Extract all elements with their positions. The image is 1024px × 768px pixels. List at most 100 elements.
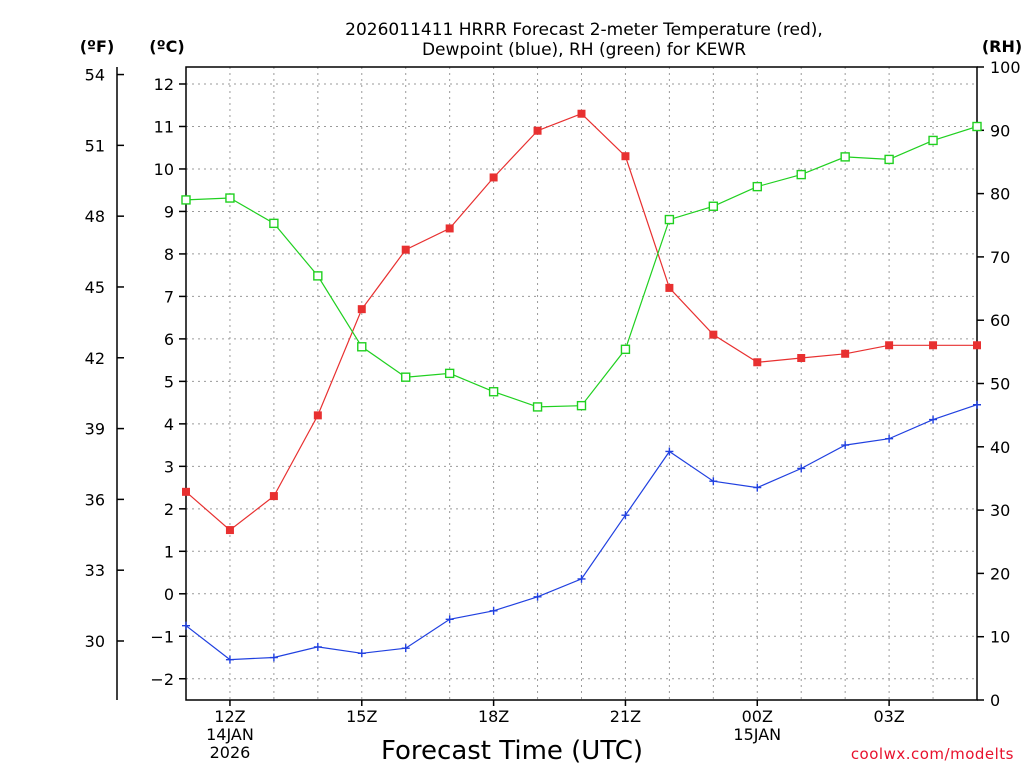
rh-point xyxy=(664,214,675,225)
temperature-point xyxy=(973,341,981,350)
rh-point xyxy=(884,154,894,165)
chart-title-line2: Dewpoint (blue), RH (green) for KEWR xyxy=(422,40,746,60)
rh-point xyxy=(752,181,762,192)
temperature-point xyxy=(929,341,938,350)
celsius-tick-label: 0 xyxy=(164,585,174,604)
credit-label: coolwx.com/modelts xyxy=(851,745,1014,763)
celsius-tick-label: −1 xyxy=(150,627,174,646)
rh-point xyxy=(269,218,279,229)
temperature-point xyxy=(269,492,278,501)
temperature-point xyxy=(489,173,498,182)
celsius-unit-label: (ºC) xyxy=(149,37,184,56)
dewpoint-point xyxy=(929,415,938,424)
celsius-tick-label: −2 xyxy=(150,670,174,689)
x-axis-label: Forecast Time (UTC) xyxy=(381,736,643,766)
dewpoint-point xyxy=(445,615,454,624)
rh-unit-label: (RH) xyxy=(982,37,1022,56)
fahrenheit-tick-label: 36 xyxy=(85,490,105,509)
rh-tick-label: 50 xyxy=(990,375,1010,394)
dewpoint-point xyxy=(225,655,234,664)
fahrenheit-tick-label: 30 xyxy=(85,632,105,651)
rh-tick-label: 70 xyxy=(990,248,1010,267)
rh-tick-label: 60 xyxy=(990,311,1010,330)
fahrenheit-unit-label: (ºF) xyxy=(80,37,115,56)
fahrenheit-tick-label: 45 xyxy=(85,278,105,297)
fahrenheit-tick-label: 42 xyxy=(85,349,105,368)
rh-tick-label: 10 xyxy=(990,628,1010,647)
celsius-tick-label: 4 xyxy=(164,415,174,434)
temperature-point xyxy=(445,224,454,233)
temperature-point xyxy=(709,330,718,339)
dewpoint-point xyxy=(577,574,586,583)
rh-tick-label: 40 xyxy=(990,438,1010,457)
x-tick-label: 03Z xyxy=(873,707,904,726)
rh-tick-label: 90 xyxy=(990,121,1010,140)
temperature-point xyxy=(753,358,762,367)
celsius-tick-label: 7 xyxy=(164,287,174,306)
x-tick-label: 15JAN xyxy=(733,725,781,744)
rh-point xyxy=(708,201,719,211)
rh-point xyxy=(444,368,455,379)
celsius-tick-label: 12 xyxy=(154,75,174,94)
dewpoint-point xyxy=(797,464,806,473)
celsius-tick-label: 10 xyxy=(154,160,174,179)
data-series xyxy=(181,109,982,664)
celsius-tick-label: 5 xyxy=(164,372,174,391)
rh-point xyxy=(181,195,191,205)
dewpoint-point xyxy=(665,447,674,456)
dewpoint-point xyxy=(269,653,278,662)
fahrenheit-tick-label: 54 xyxy=(85,66,105,85)
axes: −2−1012345678910111230333639424548515401… xyxy=(85,58,1021,762)
celsius-tick-label: 3 xyxy=(164,457,174,476)
x-tick-label: 12Z xyxy=(214,707,245,726)
temperature-point xyxy=(665,283,674,292)
rh-tick-label: 20 xyxy=(990,564,1010,583)
rh-tick-label: 100 xyxy=(990,58,1021,77)
dewpoint-point xyxy=(313,642,322,651)
rh-tick-label: 80 xyxy=(990,185,1010,204)
temperature-point xyxy=(533,126,542,135)
dewpoint-point xyxy=(182,621,190,630)
dewpoint-point xyxy=(357,649,366,658)
dewpoint-point xyxy=(489,606,498,615)
rh-point xyxy=(972,121,982,132)
dewpoint-point xyxy=(401,644,410,653)
temperature-point xyxy=(182,487,190,496)
dewpoint-line xyxy=(185,404,978,661)
x-tick-label: 14JAN xyxy=(206,725,254,744)
chart-title-line1: 2026011411 HRRR Forecast 2-meter Tempera… xyxy=(345,20,823,40)
x-tick-label: 18Z xyxy=(478,707,509,726)
x-tick-label: 15Z xyxy=(346,707,377,726)
temperature-point xyxy=(225,526,234,535)
celsius-tick-label: 6 xyxy=(164,330,174,349)
rh-point xyxy=(576,400,587,411)
temperature-point xyxy=(885,341,894,350)
x-tick-label: 21Z xyxy=(610,707,641,726)
temperature-point xyxy=(797,354,806,363)
x-tick-label: 00Z xyxy=(742,707,773,726)
rh-point xyxy=(620,344,631,355)
rh-point xyxy=(357,342,367,352)
temperature-point xyxy=(357,305,366,314)
fahrenheit-tick-label: 51 xyxy=(85,136,105,155)
rh-point xyxy=(488,387,499,397)
temperature-point xyxy=(313,411,322,420)
celsius-tick-label: 11 xyxy=(154,117,174,136)
rh-point xyxy=(313,271,323,281)
temperature-point xyxy=(401,245,410,254)
fahrenheit-tick-label: 48 xyxy=(85,207,105,226)
temperature-point xyxy=(621,152,630,161)
rh-tick-label: 0 xyxy=(990,691,1000,710)
rh-point xyxy=(532,402,543,412)
rh-point xyxy=(225,193,235,203)
plot-frame xyxy=(185,66,978,701)
dewpoint-point xyxy=(885,434,894,443)
dewpoint-point xyxy=(709,477,718,486)
fahrenheit-tick-label: 33 xyxy=(85,561,105,580)
temperature-point xyxy=(841,349,850,358)
grid-lines xyxy=(185,67,978,700)
rh-tick-label: 30 xyxy=(990,501,1010,520)
dewpoint-point xyxy=(753,483,762,492)
dewpoint-point xyxy=(973,400,981,409)
celsius-tick-label: 1 xyxy=(164,542,174,561)
